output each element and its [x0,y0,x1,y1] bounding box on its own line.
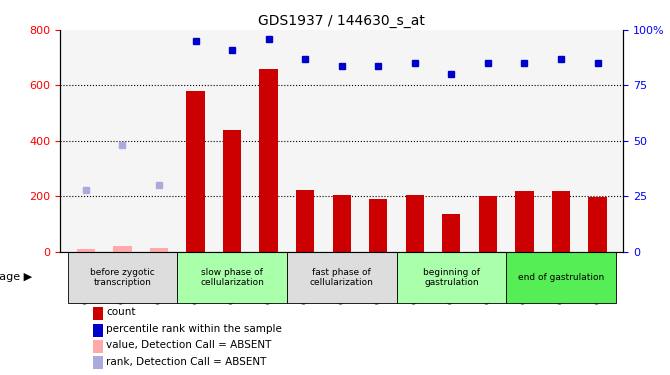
Bar [287,252,397,303]
Text: percentile rank within the sample: percentile rank within the sample [107,324,282,334]
Bar [93,324,103,337]
Text: count: count [107,307,136,317]
Bar [479,196,497,252]
Bar [506,252,616,303]
Text: fast phase of
cellularization: fast phase of cellularization [310,268,374,287]
Bar [150,248,168,252]
Bar [178,252,287,303]
Bar [397,252,506,303]
Bar [93,357,103,369]
Bar [259,69,278,252]
Text: before zygotic
transcription: before zygotic transcription [90,268,155,287]
Text: rank, Detection Call = ABSENT: rank, Detection Call = ABSENT [107,357,267,367]
Text: end of gastrulation: end of gastrulation [518,273,604,282]
Bar [552,191,570,252]
Bar [332,195,351,252]
Bar [77,249,95,252]
Bar [588,197,606,252]
Text: development stage ▶: development stage ▶ [0,272,32,282]
Bar [369,199,387,252]
Bar [113,246,131,252]
Text: beginning of
gastrulation: beginning of gastrulation [423,268,480,287]
Bar [296,189,314,252]
Bar [93,340,103,353]
Title: GDS1937 / 144630_s_at: GDS1937 / 144630_s_at [258,13,425,28]
Text: slow phase of
cellularization: slow phase of cellularization [200,268,264,287]
Bar [68,252,178,303]
Bar [223,130,241,252]
Bar [186,91,204,252]
Bar [515,191,533,252]
Bar [405,195,424,252]
Bar [442,214,460,252]
Bar [93,307,103,320]
Text: value, Detection Call = ABSENT: value, Detection Call = ABSENT [107,340,272,351]
